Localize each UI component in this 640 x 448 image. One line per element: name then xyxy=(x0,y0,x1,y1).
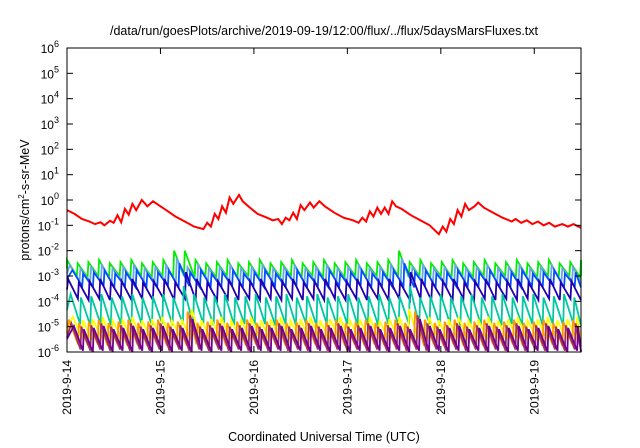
series-layer xyxy=(66,192,582,353)
y-tick-label-base: 10 xyxy=(38,321,52,335)
y-tick-label: 103 xyxy=(41,115,59,132)
y-tick-label-base: 10 xyxy=(38,270,52,284)
y-tick-label-base: 10 xyxy=(38,219,52,233)
y-tick-label: 100 xyxy=(41,191,59,208)
y-tick-label: 104 xyxy=(41,90,59,107)
y-tick-label-exp: -4 xyxy=(51,292,59,302)
y-tick-label-exp: -5 xyxy=(51,318,59,328)
y-tick-label-base: 10 xyxy=(41,118,55,132)
series-line xyxy=(66,308,582,342)
y-tick-label-base: 10 xyxy=(41,194,55,208)
y-tick-label-base: 10 xyxy=(41,93,55,107)
y-tick-label-exp: 0 xyxy=(54,191,59,201)
y-tick-label-exp: 4 xyxy=(54,90,59,100)
plot-frame xyxy=(66,47,582,353)
x-tick-label: 2019-9-18 xyxy=(434,360,448,415)
y-tick-label-base: 10 xyxy=(41,42,55,56)
x-tick-label: 2019-9-14 xyxy=(60,360,74,415)
y-axis-label-base: protons/cm xyxy=(18,199,32,261)
y-tick-label: 101 xyxy=(41,166,59,183)
y-tick-label: 10-6 xyxy=(38,343,59,360)
y-tick-label-base: 10 xyxy=(38,295,52,309)
y-tick-label-base: 10 xyxy=(41,169,55,183)
y-axis-label-sup: 2 xyxy=(17,194,26,199)
y-tick-label: 10-2 xyxy=(38,242,59,259)
series-line xyxy=(66,250,582,281)
y-tick-label: 10-3 xyxy=(38,267,59,284)
y-tick-label-exp: -1 xyxy=(51,216,59,226)
y-axis-label-rest: -s-sr-MeV xyxy=(18,139,32,195)
x-tick-label: 2019-9-17 xyxy=(340,360,354,415)
y-tick-label-base: 10 xyxy=(41,143,55,157)
x-axis: 2019-9-14 2019-9-15 2019-9-16 2019-9-17 2019… xyxy=(60,48,541,415)
y-tick-label: 105 xyxy=(41,64,59,81)
y-tick-label: 106 xyxy=(41,39,59,56)
y-tick-label-exp: -3 xyxy=(51,267,59,277)
y-tick-label-exp: 5 xyxy=(54,64,59,74)
chart-title: /data/run/goesPlots/archive/2019-09-19/1… xyxy=(110,24,539,38)
y-tick-label-exp: 3 xyxy=(54,115,59,125)
series-line xyxy=(66,192,582,236)
y-tick-label-exp: 2 xyxy=(54,140,59,150)
y-tick-label-exp: -6 xyxy=(51,343,59,353)
y-tick-label-exp: 6 xyxy=(54,39,59,49)
y-tick-label: 10-5 xyxy=(38,318,59,335)
y-tick-label: 102 xyxy=(41,140,59,157)
y-tick-label-base: 10 xyxy=(38,245,52,259)
x-tick-label: 2019-9-16 xyxy=(247,360,261,415)
y-tick-label: 10-1 xyxy=(38,216,59,233)
y-tick-label-exp: 1 xyxy=(54,166,59,176)
x-axis-label: Coordinated Universal Time (UTC) xyxy=(228,430,420,444)
y-tick-label-base: 10 xyxy=(38,346,52,360)
y-axis: 10-610-510-410-310-210-11001011021031041… xyxy=(38,39,581,360)
y-tick-label-exp: -2 xyxy=(51,242,59,252)
x-tick-label: 2019-9-19 xyxy=(527,360,541,415)
x-tick-label: 2019-9-15 xyxy=(153,360,167,415)
y-tick-label: 10-4 xyxy=(38,292,59,309)
y-tick-label-base: 10 xyxy=(41,67,55,81)
y-axis-label: protons/cm2-s-sr-MeV xyxy=(17,139,32,261)
